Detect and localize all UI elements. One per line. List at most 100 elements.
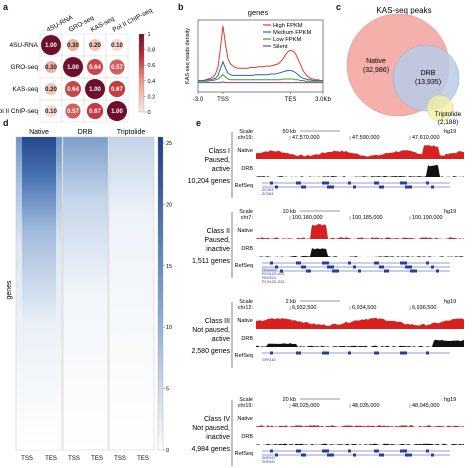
native-signal	[256, 425, 464, 427]
correlation-row-label: 4SU-RNA	[9, 42, 38, 49]
gene-exon	[280, 269, 283, 273]
gene-exon	[426, 351, 429, 355]
coord-label: 100,185,000	[352, 215, 383, 221]
gene-exon	[306, 269, 311, 273]
coord-label: 47,610,000	[412, 135, 440, 141]
row-label-chrom: chr19:	[238, 135, 254, 141]
correlation-value: 0.20	[89, 43, 101, 49]
coord-label: 48,045,000	[412, 403, 440, 409]
coord-label: 6,934,500	[352, 305, 376, 311]
gene-exon	[431, 265, 434, 269]
correlation-value: 0.57	[111, 65, 123, 71]
row-label-chrom: chr7:	[241, 215, 254, 221]
venn-count-drb: (13,935)	[415, 79, 441, 86]
gene-exon	[426, 449, 429, 453]
line-series-high-fpkm	[198, 25, 323, 81]
heatmap-native-core	[22, 137, 56, 450]
line-series-low-fpkm	[198, 74, 323, 82]
gene-exon	[270, 449, 273, 453]
panel-d: Native DRB Triptolide genes TSS TES TSS …	[6, 129, 172, 462]
heatmap-col-drb: DRB	[78, 129, 93, 136]
correlation-value: 0.30	[67, 43, 79, 49]
gene-exon	[374, 351, 379, 355]
gene-exon	[436, 269, 439, 273]
track-paused-label: Paused,	[204, 237, 230, 244]
genome-label: hg19	[444, 209, 456, 215]
gene-exon	[400, 351, 407, 355]
heatmap-xtick-tss-2: TSS	[68, 456, 80, 462]
line-chart-plot-area	[197, 19, 324, 93]
native-signal	[256, 145, 464, 159]
track-class-3: Class III Not paused, active 2,580 genes Sca…	[191, 299, 464, 368]
gene-exon	[374, 261, 379, 265]
heatmap-xtick-tss-1: TSS	[21, 456, 33, 462]
gene-exon	[348, 449, 351, 453]
panel-letters: a b c d e	[3, 2, 341, 128]
colorbar-tick-label: 0	[148, 110, 151, 116]
gene-exon	[405, 185, 412, 189]
row-label-chrom: chr19:	[238, 403, 254, 409]
gene-name: GPR162	[262, 358, 276, 362]
row-label-scale: Scale	[239, 209, 253, 215]
track-gene-count: 4,984 genes	[191, 446, 230, 453]
coord-label: 47,590,000	[352, 135, 380, 141]
track-activity-label: inactive	[206, 246, 230, 253]
row-label-refseq: RefSeq	[235, 451, 253, 457]
correlation-value: 0.64	[89, 65, 101, 71]
gene-exon	[431, 185, 434, 189]
track-class-label: Class II	[207, 228, 230, 235]
x-tick-label: 3.0Kb	[315, 97, 331, 103]
drb-signal	[256, 248, 464, 257]
coord-label: 100,190,000	[412, 215, 443, 221]
gene-exon	[426, 181, 429, 185]
gene-exon	[327, 185, 334, 189]
gene-exon	[400, 181, 407, 185]
panel-letter-e: e	[196, 118, 201, 128]
correlation-value: 1.00	[45, 43, 57, 49]
row-label-scale: Scale	[239, 397, 253, 403]
correlation-row-label: Pol II ChIP-seq	[0, 108, 38, 115]
venn-label-drb: DRB	[421, 70, 436, 77]
scale-length: 50 kb	[283, 129, 296, 135]
correlation-circle	[45, 105, 57, 117]
heatmap-colorbar	[157, 136, 164, 451]
gene-name: PCOLCE-AS1	[262, 280, 285, 284]
gene-exon	[296, 181, 301, 185]
heatmap-drb	[62, 136, 109, 451]
correlation-cells: 1.00 0.30 0.20 0.10 0.30 1.00 0.64 0.57 0.20 0.64…	[39, 33, 129, 123]
drb-signal	[256, 165, 464, 177]
row-label-refseq: RefSeq	[235, 263, 253, 269]
legend-label: High FPKM	[273, 23, 303, 29]
native-signal	[256, 317, 464, 329]
gene-exon	[374, 449, 379, 453]
correlation-column-label: Pol II ChIP-seq	[112, 7, 154, 34]
gene-exon	[332, 269, 339, 273]
row-label-refseq: RefSeq	[235, 353, 253, 359]
gene-exon	[322, 449, 329, 453]
track-paused-label: Not paused,	[192, 425, 230, 432]
colorbar-tick-label: 10	[166, 325, 172, 331]
row-label-native: Native	[237, 318, 253, 324]
legend-label: Medium FPKM	[273, 30, 312, 36]
correlation-colorbar	[138, 33, 145, 113]
track-gene-count: 10,204 genes	[188, 178, 231, 185]
colorbar-tick-label: 15	[166, 264, 172, 270]
genome-label: hg19	[444, 129, 456, 135]
row-label-drb: DRB	[241, 434, 253, 440]
scale-length: 2 kb	[286, 299, 296, 305]
panel-letter-d: d	[3, 118, 9, 128]
panel-letter-c: c	[336, 2, 341, 12]
correlation-circle	[45, 61, 57, 73]
row-label-native: Native	[237, 416, 253, 422]
coord-label: 48,035,000	[352, 403, 380, 409]
line-chart-series	[198, 25, 323, 84]
colorbar-tick-label: 0.4	[148, 79, 156, 85]
gene-exon	[327, 265, 334, 269]
gene-exon	[348, 181, 351, 185]
x-tick-label: TES	[285, 97, 297, 103]
venn-title: KAS-seq peaks	[376, 6, 431, 15]
gene-exon	[301, 185, 306, 189]
gene-name: ZNF541	[262, 460, 275, 464]
heatmap-col-native: Native	[29, 129, 49, 136]
correlation-row-label: GRO-seq	[11, 64, 39, 71]
